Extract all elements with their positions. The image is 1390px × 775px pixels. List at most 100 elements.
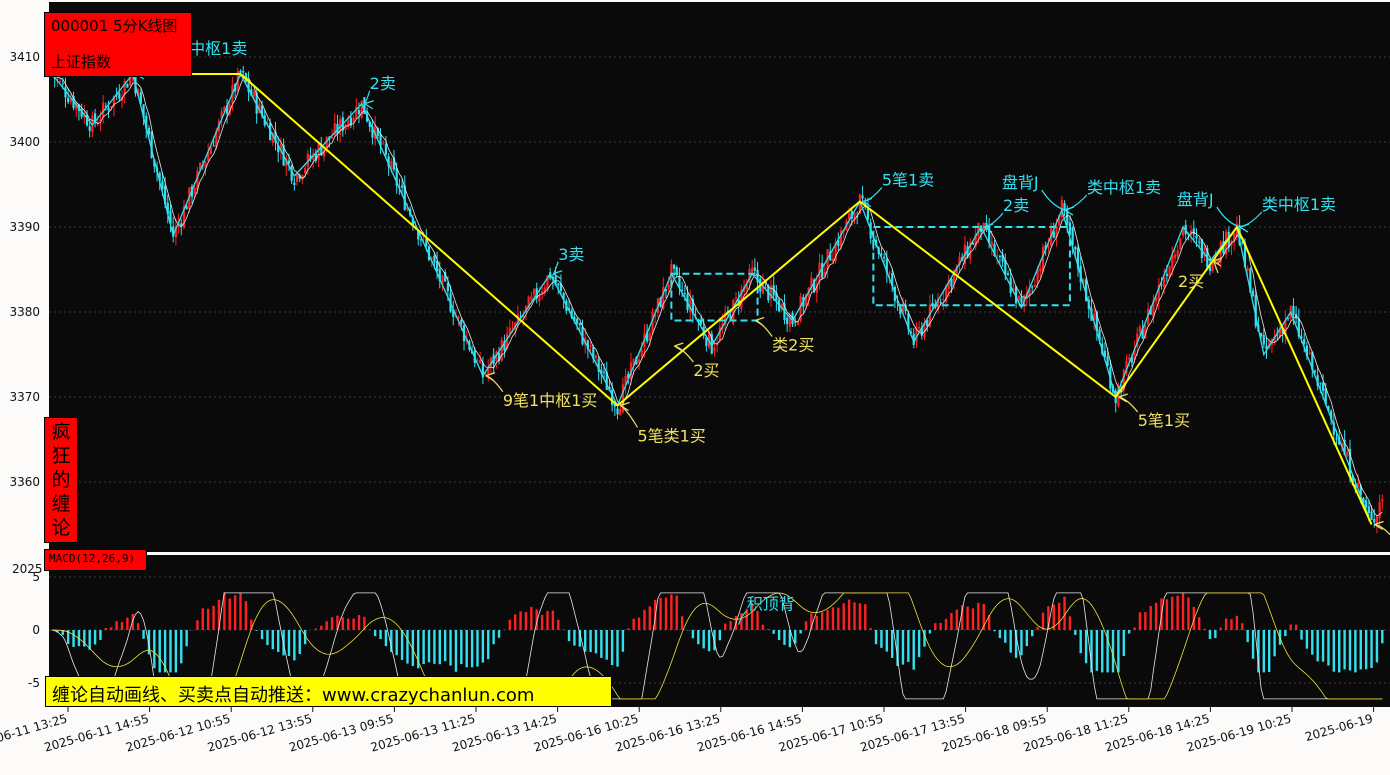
- candle-body: [1106, 356, 1109, 366]
- macd-bar: [239, 592, 242, 630]
- macd-bar: [255, 630, 258, 631]
- candle-body: [928, 304, 931, 327]
- candle-body: [1160, 284, 1163, 286]
- macd-bar: [1090, 630, 1093, 673]
- candle-body: [1251, 290, 1255, 296]
- macd-bar: [1063, 596, 1066, 630]
- signal-label: 5笔1卖: [882, 171, 934, 190]
- macd-bar: [1197, 617, 1201, 630]
- candle-body: [1219, 242, 1222, 263]
- candle-body: [732, 299, 735, 324]
- macd-bar: [810, 613, 813, 630]
- candle-body: [640, 349, 643, 357]
- macd-bar: [1154, 602, 1158, 630]
- macd-bar: [443, 630, 447, 662]
- candle-body: [314, 153, 318, 161]
- candle-body: [298, 174, 301, 179]
- candle-body: [460, 319, 463, 324]
- candle-body: [317, 144, 320, 160]
- candle-body: [1284, 320, 1287, 336]
- signal-label: 2买: [1178, 272, 1204, 291]
- candle-body: [909, 331, 913, 334]
- macd-bar: [1208, 630, 1212, 639]
- candle-body: [651, 311, 654, 334]
- macd-bar: [1321, 630, 1325, 662]
- candle-body: [1260, 332, 1263, 337]
- annotation-arrowhead: [1374, 520, 1384, 531]
- candle-body: [433, 255, 436, 263]
- macd-bar: [185, 630, 188, 647]
- pivot-zones: [670, 226, 1071, 322]
- candle-body: [212, 145, 215, 147]
- candle-body: [56, 78, 59, 80]
- macd-bar: [718, 630, 722, 641]
- macd-bar: [104, 627, 108, 630]
- candle-body: [748, 269, 751, 283]
- candle-body: [1300, 336, 1303, 338]
- macd-bar: [1025, 630, 1029, 647]
- candle-body: [1305, 345, 1309, 357]
- candle-body: [1375, 515, 1379, 526]
- candle-body: [107, 107, 110, 111]
- macd-bar: [1224, 618, 1228, 630]
- candle-body: [745, 283, 748, 290]
- candle-body: [1176, 250, 1179, 257]
- candle-body: [123, 80, 126, 95]
- candle-body: [441, 275, 444, 285]
- macd-annotation-arrow: [738, 610, 748, 625]
- candle-body: [363, 97, 366, 114]
- macd-bar: [206, 608, 210, 630]
- candle-body: [88, 126, 91, 131]
- candle-body: [675, 267, 678, 276]
- macd-bar: [1176, 595, 1179, 630]
- index-name: 上证指数: [51, 53, 112, 71]
- macd-bar: [131, 613, 134, 630]
- macd-bar: [670, 594, 673, 630]
- macd-bar: [1381, 630, 1384, 644]
- macd-top-label: 2025: [12, 562, 43, 576]
- macd-bar: [648, 606, 652, 630]
- signal-label: 盘背J: [1177, 190, 1214, 209]
- macd-bar: [540, 614, 544, 630]
- macd-bar: [1106, 630, 1109, 673]
- candle-body: [1370, 511, 1373, 520]
- candle-body: [950, 278, 953, 287]
- macd-bar: [174, 630, 178, 673]
- candle-body: [1273, 336, 1276, 343]
- macd-bar: [961, 604, 964, 630]
- macd-bar: [341, 617, 345, 630]
- macd-params: MACD(12,26,9): [49, 552, 136, 565]
- macd-bar: [998, 630, 1002, 639]
- candle-body: [616, 408, 619, 415]
- signal-label: 5笔1买: [1138, 411, 1190, 430]
- macd-bar: [745, 608, 748, 630]
- macd-bar: [632, 618, 635, 630]
- candle-body: [417, 230, 420, 240]
- macd-bar: [1311, 630, 1314, 655]
- macd-bar: [196, 620, 199, 630]
- macd-bar: [406, 630, 409, 664]
- candle-body: [102, 102, 105, 118]
- candle-body: [812, 279, 816, 292]
- macd-bar: [971, 608, 975, 630]
- candle-body: [479, 360, 482, 364]
- candle-body: [352, 117, 355, 123]
- macd-bar: [460, 630, 463, 665]
- signal-label: 9笔1中枢1买: [503, 391, 598, 410]
- candle-body: [452, 309, 455, 318]
- macd-bar: [99, 630, 102, 640]
- candle-body: [1203, 248, 1206, 257]
- macd-bar: [584, 630, 587, 652]
- macd-bar: [982, 603, 985, 630]
- macd-bar: [1370, 630, 1373, 668]
- macd-bar: [880, 630, 883, 648]
- candle-body: [573, 316, 576, 322]
- brand-char: 缠: [51, 493, 71, 515]
- macd-bar: [858, 603, 862, 630]
- candle-body: [207, 152, 210, 162]
- macd-bar: [621, 630, 625, 652]
- macd-bar: [1041, 612, 1045, 630]
- candle-body: [1332, 422, 1335, 435]
- chan-segments: [52, 73, 1373, 525]
- candle-body: [64, 87, 67, 98]
